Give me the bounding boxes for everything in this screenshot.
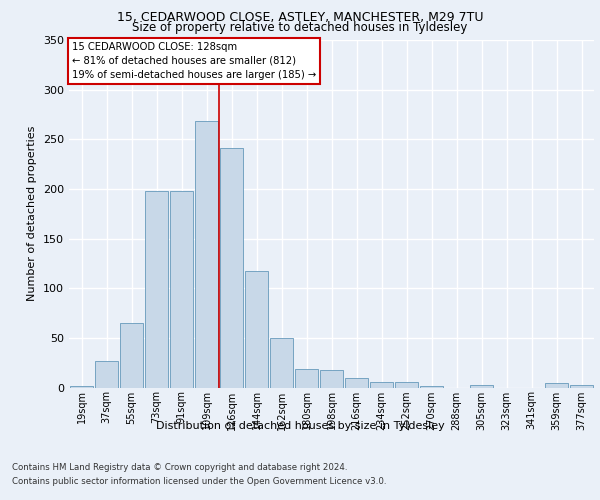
Bar [420, 386, 443, 388]
Bar [345, 378, 368, 388]
Bar [470, 384, 493, 388]
Text: 15, CEDARWOOD CLOSE, ASTLEY, MANCHESTER, M29 7TU: 15, CEDARWOOD CLOSE, ASTLEY, MANCHESTER,… [117, 11, 483, 24]
Bar [320, 370, 343, 388]
Bar [220, 148, 243, 388]
Bar [245, 272, 268, 388]
Text: 15 CEDARWOOD CLOSE: 128sqm
← 81% of detached houses are smaller (812)
19% of sem: 15 CEDARWOOD CLOSE: 128sqm ← 81% of deta… [71, 42, 316, 80]
Bar [545, 382, 568, 388]
Y-axis label: Number of detached properties: Number of detached properties [28, 126, 37, 302]
Bar [120, 323, 143, 388]
Bar [370, 382, 393, 388]
Bar [170, 191, 193, 388]
Text: Size of property relative to detached houses in Tyldesley: Size of property relative to detached ho… [133, 22, 467, 35]
Bar [95, 360, 118, 388]
Bar [145, 191, 168, 388]
Bar [70, 386, 93, 388]
Text: Contains HM Land Registry data © Crown copyright and database right 2024.: Contains HM Land Registry data © Crown c… [12, 464, 347, 472]
Text: Distribution of detached houses by size in Tyldesley: Distribution of detached houses by size … [155, 421, 445, 431]
Bar [270, 338, 293, 388]
Bar [295, 368, 318, 388]
Text: Contains public sector information licensed under the Open Government Licence v3: Contains public sector information licen… [12, 477, 386, 486]
Bar [570, 384, 593, 388]
Bar [195, 122, 218, 388]
Bar [395, 382, 418, 388]
